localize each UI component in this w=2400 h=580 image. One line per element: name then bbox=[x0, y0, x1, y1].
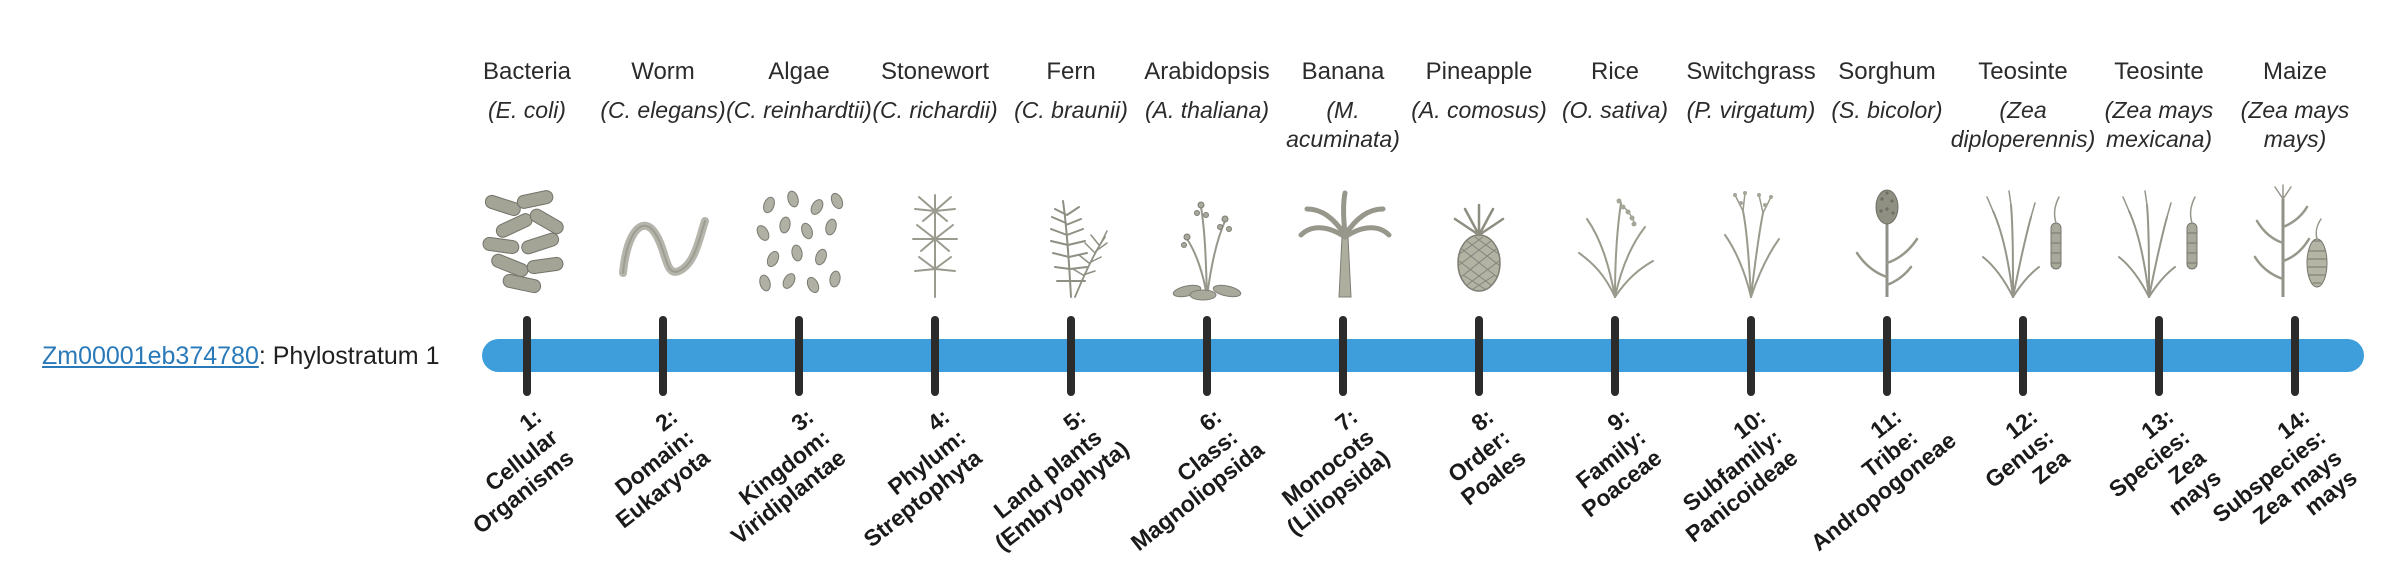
column-teosinte-mexicana: Teosinte (Zea mays mexicana) 13: Species… bbox=[2079, 0, 2239, 580]
column-switchgrass: Switchgrass (P. virgatum) 10: Subfamily:… bbox=[1671, 0, 1831, 580]
organism-common-name: Bacteria bbox=[482, 58, 572, 85]
organism-scientific-name: (M. acuminata) bbox=[1286, 97, 1400, 152]
organism-scientific-name: (P. virgatum) bbox=[1686, 97, 1816, 123]
organism-scientific-name: (C. braunii) bbox=[1014, 97, 1128, 123]
column-rice: Rice (O. sativa) 9: Family: Poaceae bbox=[1535, 0, 1695, 580]
phylostratum-tick bbox=[795, 316, 803, 396]
column-teosinte-diploperennis: Teosinte (Zea diploperennis) 12: Genus: … bbox=[1943, 0, 2103, 580]
organism-scientific-name: (C. elegans) bbox=[600, 97, 726, 123]
organism-common-name: Pineapple bbox=[1425, 58, 1533, 85]
phylostratum-tick bbox=[523, 316, 531, 396]
gene-phylostratum-label: Zm00001eb374780: Phylostratum 1 bbox=[42, 342, 440, 371]
organism-scientific-name: (O. sativa) bbox=[1561, 97, 1669, 123]
gene-id-link[interactable]: Zm00001eb374780 bbox=[42, 342, 259, 370]
organism-common-name: Switchgrass bbox=[1686, 58, 1816, 85]
organism-scientific-name: (S. bicolor) bbox=[1831, 97, 1943, 123]
stonewort-icon bbox=[885, 176, 985, 306]
column-bacteria: Bacteria (E. coli) 1: Cellular Organisms bbox=[447, 0, 607, 580]
column-maize: Maize (Zea mays mays) 14: Subspecies: Ze… bbox=[2207, 0, 2375, 580]
worm-icon bbox=[613, 176, 713, 306]
stratum-label: 1: Cellular Organisms bbox=[467, 403, 579, 539]
switchgrass-icon bbox=[1701, 176, 1801, 306]
phylostratum-tick bbox=[1203, 316, 1211, 396]
organism-common-name: Algae bbox=[768, 58, 830, 85]
column-arabidopsis: Arabidopsis (A. thaliana) 6: Class: Magn… bbox=[1125, 0, 1287, 580]
rice-icon bbox=[1565, 176, 1665, 306]
phylostratum-tick bbox=[1747, 316, 1755, 396]
column-pineapple: Pineapple (A. comosus) 8: Order: Poales bbox=[1399, 0, 1559, 580]
teosinte-icon bbox=[1973, 176, 2073, 306]
phylostratum-tick bbox=[1339, 316, 1347, 396]
fern-icon bbox=[1021, 176, 1121, 306]
organism-scientific-name: (C. reinhardtii) bbox=[726, 97, 872, 123]
sorghum-icon bbox=[1837, 176, 1937, 306]
organism-scientific-name: (Zea diploperennis) bbox=[1950, 97, 2096, 152]
phylostratum-tick bbox=[1475, 316, 1483, 396]
organism-common-name: Stonewort bbox=[880, 58, 990, 85]
organism-scientific-name: (Zea mays mays) bbox=[2240, 97, 2350, 152]
column-banana: Banana (M. acuminata) 7: Monocots (Lilio… bbox=[1263, 0, 1423, 580]
phylostratum-text: : Phylostratum 1 bbox=[258, 342, 440, 370]
phylostratum-tick bbox=[1883, 316, 1891, 396]
organism-common-name: Sorghum bbox=[1838, 58, 1936, 85]
organism-common-name: Maize bbox=[2262, 58, 2328, 85]
teosinte-icon bbox=[2109, 176, 2209, 306]
organism-common-name: Arabidopsis bbox=[1144, 58, 1270, 85]
arabidopsis-icon bbox=[1157, 176, 1257, 306]
organism-scientific-name: (C. richardii) bbox=[872, 97, 998, 123]
organism-scientific-name: (A. thaliana) bbox=[1144, 97, 1269, 123]
phylostratum-tick bbox=[2019, 316, 2027, 396]
phylostratum-tick bbox=[931, 316, 939, 396]
column-stonewort: Stonewort (C. richardii) 4: Phylum: Stre… bbox=[855, 0, 1015, 580]
algae-icon bbox=[749, 176, 849, 306]
banana-icon bbox=[1293, 176, 1393, 306]
column-worm: Worm (C. elegans) 2: Domain: Eukaryota bbox=[583, 0, 743, 580]
pineapple-icon bbox=[1429, 176, 1529, 306]
phylostratum-tick bbox=[1611, 316, 1619, 396]
maize-icon bbox=[2245, 176, 2345, 306]
organism-scientific-name: (E. coli) bbox=[488, 97, 566, 123]
organism-common-name: Teosinte bbox=[2114, 58, 2204, 85]
phylostratum-tick bbox=[2155, 316, 2163, 396]
phylostratum-tick bbox=[659, 316, 667, 396]
organism-scientific-name: (A. comosus) bbox=[1411, 97, 1547, 123]
organism-common-name: Banana bbox=[1301, 58, 1385, 85]
organism-common-name: Rice bbox=[1590, 58, 1639, 85]
phylostratum-tick bbox=[2291, 316, 2299, 396]
phylostratum-tick bbox=[1067, 316, 1075, 396]
organism-common-name: Fern bbox=[1046, 58, 1096, 85]
column-sorghum: Sorghum (S. bicolor) 11: Tribe: Andropog… bbox=[1805, 0, 1967, 580]
column-fern: Fern (C. braunii) 5: Land plants (Embryo… bbox=[989, 0, 1151, 580]
column-algae: Algae (C. reinhardtii) 3: Kingdom: Virid… bbox=[719, 0, 879, 580]
bacteria-icon bbox=[477, 176, 577, 306]
organism-scientific-name: (Zea mays mexicana) bbox=[2104, 97, 2214, 152]
organism-common-name: Worm bbox=[631, 58, 695, 85]
organism-common-name: Teosinte bbox=[1978, 58, 2068, 85]
